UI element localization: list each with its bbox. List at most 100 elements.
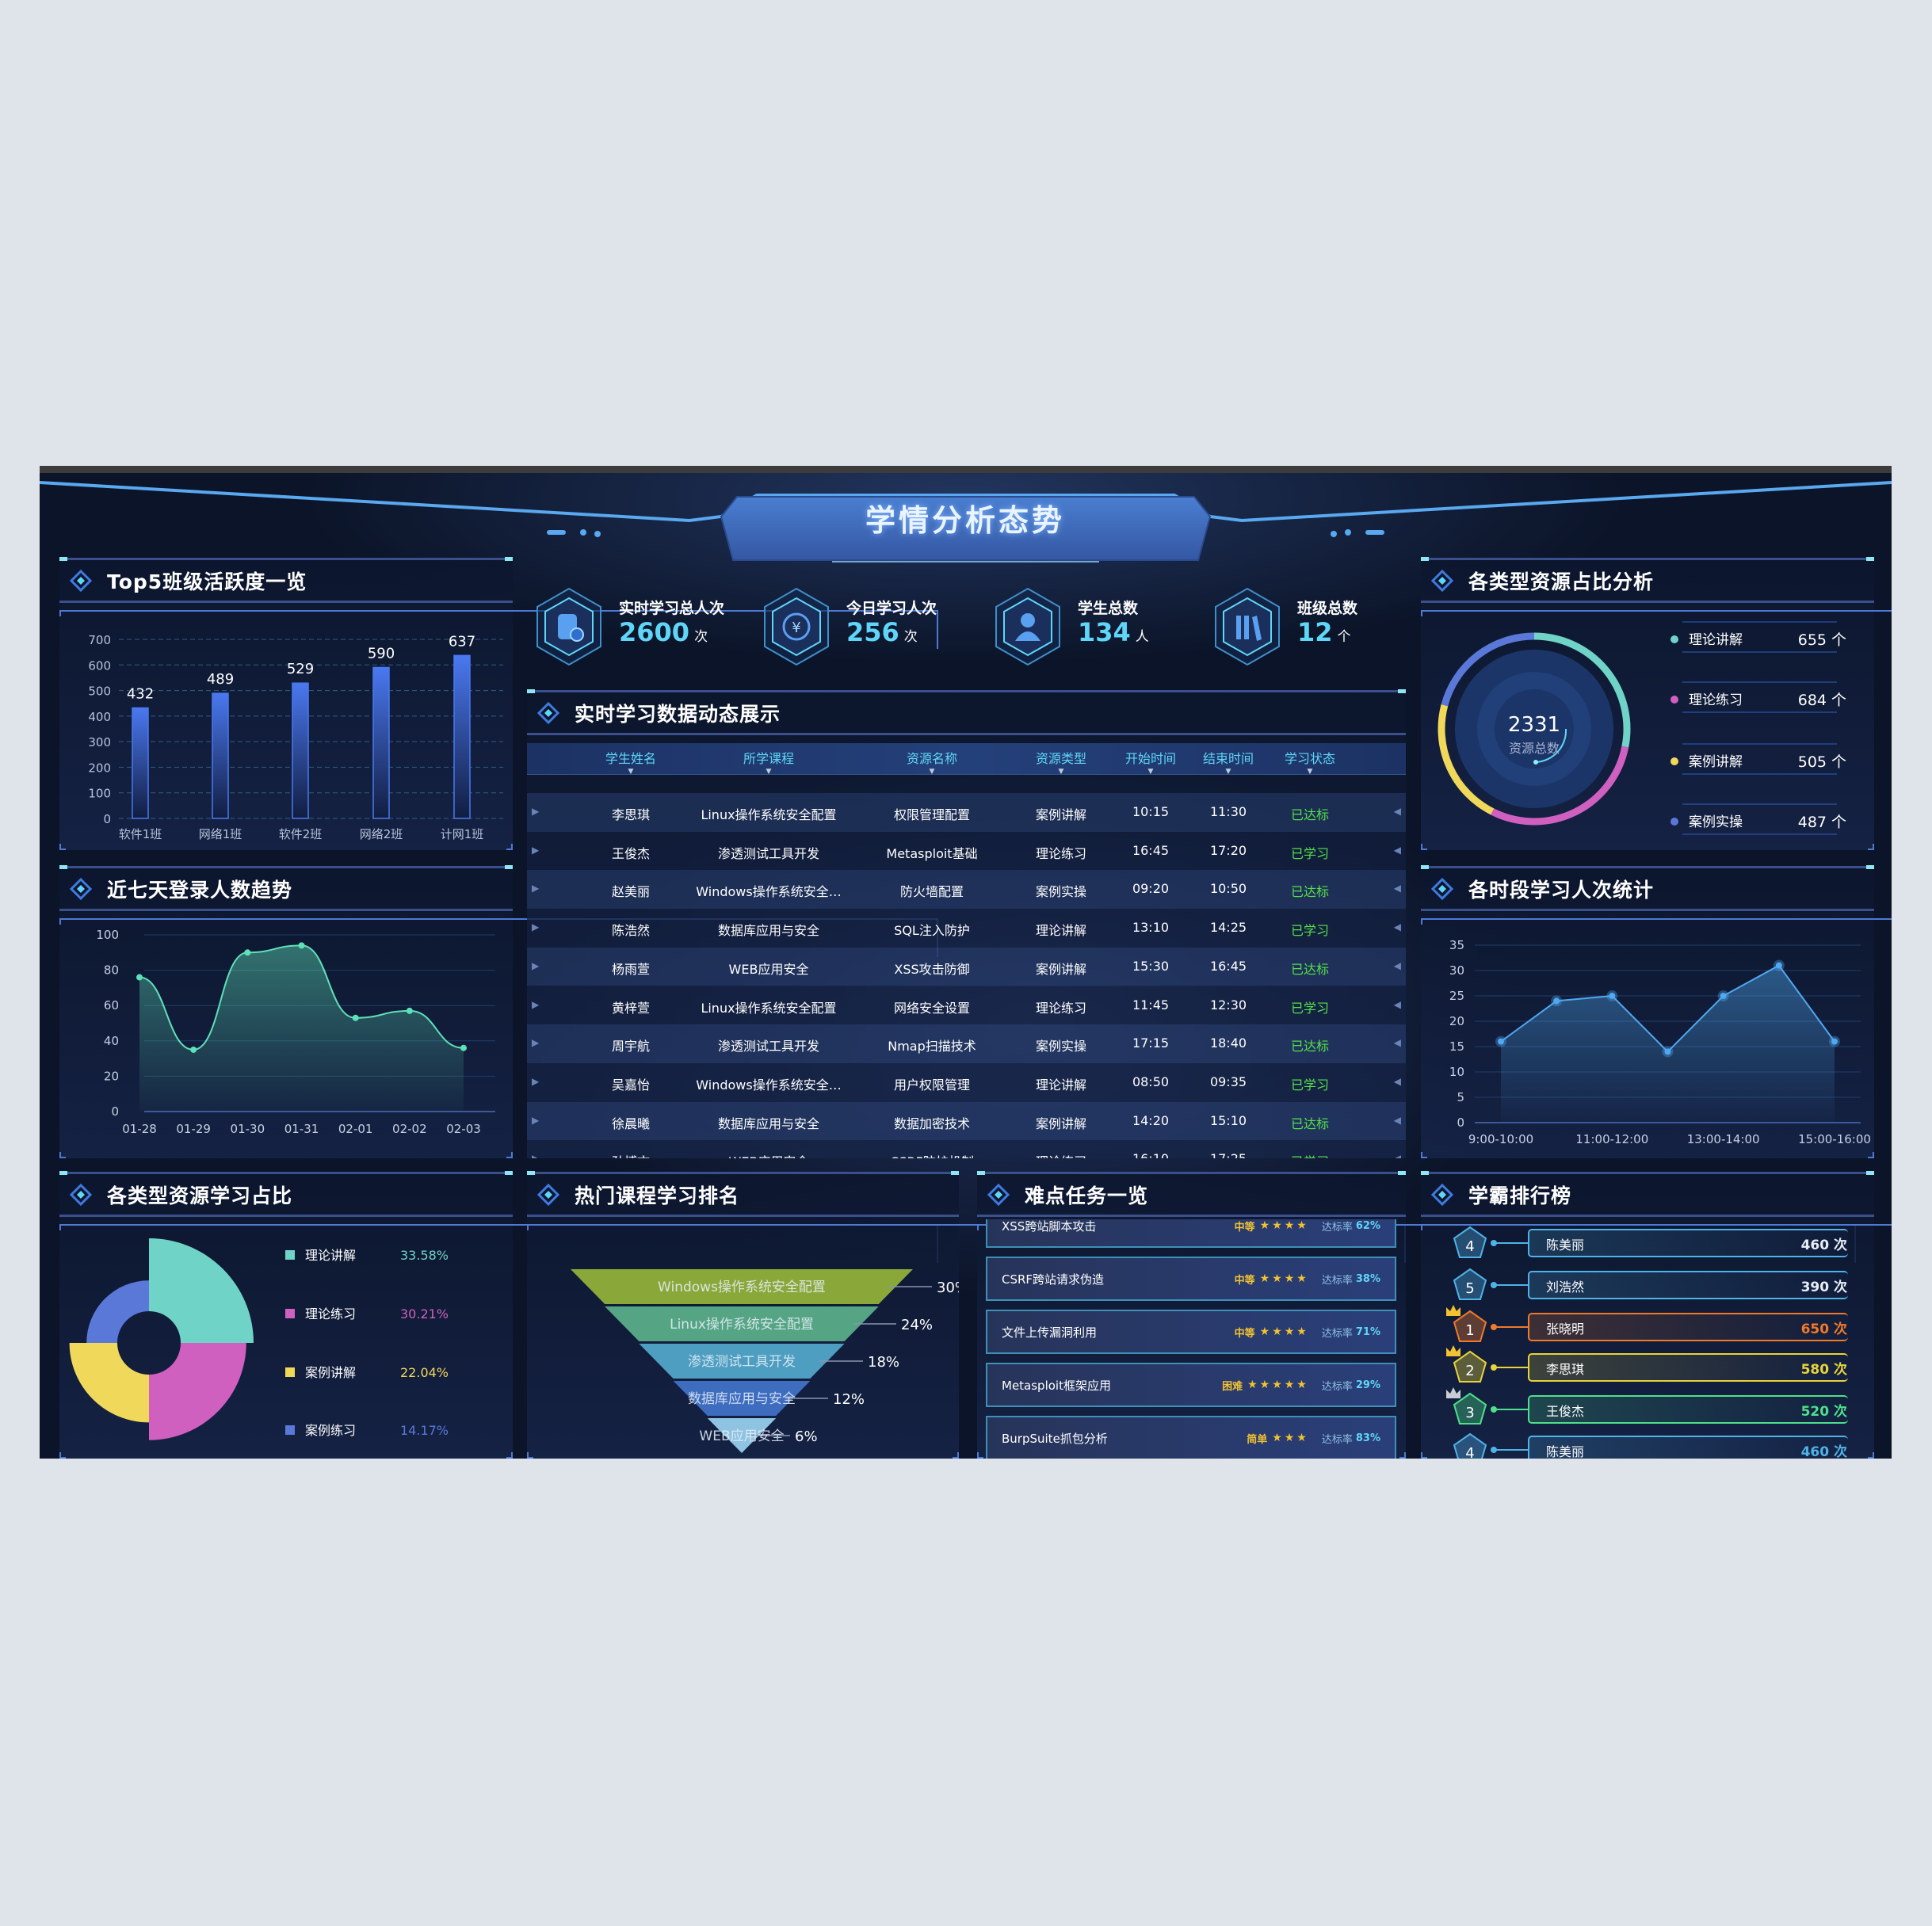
task-card[interactable]: CSRF跨站请求伪造 中等 ★★★★ 达标率 38% [986,1257,1396,1301]
y-tick-label: 700 [88,633,111,647]
table-cell: 黄梓萱 [611,1000,651,1016]
table-row[interactable]: ▶ ◀ 杨雨萱 WEB应用安全 XSS攻击防御 案例讲解 15:30 16:45 已达标 [527,947,1406,986]
ranking-item[interactable]: 2 李思琪 580 次 [1421,1345,1874,1383]
table-cell: 11:45 [1132,997,1170,1013]
table-cell: 10:50 [1209,881,1247,897]
table-row[interactable]: ▶ ◀ 王俊杰 渗透测试工具开发 Metasploit基础 理论练习 16:45 17:20 已… [527,831,1406,871]
ranking-item[interactable]: 1 张晓明 650 次 [1421,1305,1874,1343]
data-point-core [1553,997,1560,1005]
row-arrow-icon: ◀ [1393,1114,1401,1126]
y-tick-label: 20 [104,1069,119,1083]
table-row[interactable]: ▶ ◀ 黄梓萱 Linux操作系统安全配置 网络安全设置 理论练习 11:45 12:30 已学… [527,986,1406,1025]
status-cell: 已达标 [1290,1039,1330,1055]
legend-percent: 14.17% [400,1423,449,1438]
task-card[interactable]: 文件上传漏洞利用 中等 ★★★★ 达标率 71% [986,1310,1396,1354]
panel-realtime-learning: 实时学习数据动态展示 学生姓名 ▼ 所学课程 ▼ 资源名称 ▼ 资源类型 ▼ 开始时间 ▼ 结束时间 ▼… [527,689,1406,1158]
legend-percent: 33.58% [400,1248,449,1263]
sort-arrow-icon: ▼ [766,768,772,776]
table-header: 学生姓名 ▼ 所学课程 ▼ 资源名称 ▼ 资源类型 ▼ 开始时间 ▼ 结束时间 ▼ 学习状态 ▼ [527,743,1406,776]
status-cell: 已达标 [1290,884,1330,900]
task-card[interactable]: BurpSuite抓包分析 简单 ★★★ 达标率 83% [986,1416,1396,1459]
column-header[interactable]: 所学课程 ▼ [743,748,794,776]
panel-top-border [1421,1171,1874,1175]
task-rate-label: 达标率 [1321,1221,1353,1234]
legend-unit: 个 [1831,631,1846,649]
legend-unit: 个 [1831,692,1846,709]
table-cell: Linux操作系统安全配置 [701,807,837,822]
panel-header: 各类型资源占比分析 [1421,560,1874,603]
stat-label: 学生总数 [1078,600,1139,617]
star-rating-icon: ★★★★★ [1247,1379,1309,1391]
count-value: 580 [1800,1362,1830,1378]
corner-bracket [59,844,66,850]
legend-swatch [285,1250,295,1260]
x-tick-label: 02-02 [392,1122,427,1136]
diamond-icon [1430,1183,1454,1206]
legend-value: 505 [1798,753,1827,771]
status-cell: 已学习 [1290,1077,1330,1093]
stat-number: 2600 [619,617,690,647]
task-rate-value: 38% [1355,1272,1380,1285]
task-rate-value: 71% [1355,1325,1380,1338]
table-cell: 数据加密技术 [893,1116,971,1131]
legend-label: 案例练习 [305,1423,356,1438]
legend-label: 理论讲解 [1689,632,1743,648]
table-row[interactable]: ▶ ◀ 周宇航 渗透测试工具开发 Nmap扫描技术 案例实操 17:15 18:40 已达标 [527,1024,1406,1063]
connector-line [1494,1449,1529,1451]
row-arrow-icon: ▶ [532,1037,540,1049]
data-point-core [1498,1038,1504,1045]
bar [132,707,149,819]
column-header[interactable]: 资源名称 ▼ [907,748,957,776]
svg-text:¥: ¥ [792,620,800,636]
ranking-item[interactable]: 4 陈美丽 460 次 [1421,1226,1874,1259]
panel-header: 学霸排行榜 [1421,1174,1874,1217]
table-cell: 案例讲解 [1035,961,1087,977]
sort-arrow-icon: ▼ [1058,768,1064,776]
row-arrow-icon: ▶ [532,844,540,856]
column-header[interactable]: 开始时间 ▼ [1125,748,1176,776]
corner-bracket [1421,844,1427,850]
data-point-core [1664,1048,1671,1055]
rank-bar [1528,1395,1848,1424]
stat-value: 2600 次 [619,617,708,647]
row-arrow-icon: ▶ [532,1114,540,1126]
table-row[interactable]: ▶ ◀ 吴嘉怡 Windows操作系统安全… 用户权限管理 理论讲解 08:50 09:35 已… [527,1062,1406,1102]
row-arrow-icon: ◀ [1393,844,1401,856]
x-tick-label: 网络1班 [199,827,242,841]
y-tick-label: 35 [1449,938,1464,952]
task-name: XSS跨站脚本攻击 [1002,1219,1097,1234]
table-row[interactable]: ▶ ◀ 孙博文 WEB应用安全 CSRF防护机制 理论练习 16:10 17:25 已学习 [527,1140,1406,1158]
ranking-item[interactable]: 4 陈美丽 460 次 [1421,1432,1874,1459]
column-header[interactable]: 结束时间 ▼ [1203,748,1254,776]
panel-hourly-learning: 各时段学习人次统计 0 5 10 15 20 25 30 35 9:00-10:00 11:00-1… [1421,865,1892,1158]
table-cell: 案例讲解 [1035,807,1087,822]
y-tick-label: 20 [1449,1014,1464,1028]
table-row[interactable]: ▶ ◀ 李思琪 Linux操作系统安全配置 权限管理配置 案例讲解 10:15 11:30 已达… [527,793,1406,832]
x-tick-label: 15:00-16:00 [1798,1132,1871,1146]
legend-value: 655 [1798,631,1827,649]
row-arrow-icon: ◀ [1393,959,1401,971]
table-row[interactable]: ▶ ◀ 徐晨曦 数据库应用与安全 数据加密技术 案例讲解 14:20 15:10 已达标 [527,1101,1406,1141]
stat-unit: 次 [903,629,918,645]
task-card[interactable]: Metasploit框架应用 困难 ★★★★★ 达标率 29% [986,1363,1396,1407]
task-card[interactable]: XSS跨站脚本攻击 中等 ★★★★ 达标率 62% [986,1219,1396,1248]
sort-arrow-icon: ▼ [1307,768,1313,776]
rank-bar [1528,1313,1848,1341]
row-arrow-icon: ◀ [1393,1037,1401,1049]
table-row[interactable]: ▶ ◀ 赵美丽 Windows操作系统安全… 防火墙配置 案例实操 09:20 10:50 已达… [527,870,1406,910]
ring-segment [1438,704,1495,815]
row-arrow-icon: ◀ [1393,998,1401,1010]
column-header[interactable]: 资源类型 ▼ [1036,748,1086,776]
task-difficulty: 困难 [1222,1380,1243,1393]
bar [372,666,390,819]
column-header[interactable]: 学生姓名 ▼ [605,748,656,776]
y-tick-label: 400 [88,710,111,724]
ranking-item[interactable]: 3 王俊杰 520 次 [1421,1387,1874,1425]
x-tick-label: 01-31 [284,1122,319,1136]
table-row[interactable]: ▶ ◀ 陈浩然 数据库应用与安全 SQL注入防护 理论讲解 13:10 14:25 已学习 [527,909,1406,948]
y-tick-label: 80 [104,963,119,978]
table-cell: Windows操作系统安全… [696,884,842,900]
row-arrow-icon: ▶ [532,1075,540,1087]
column-header[interactable]: 学习状态 ▼ [1285,748,1335,776]
ranking-item[interactable]: 5 刘浩然 390 次 [1421,1268,1874,1301]
